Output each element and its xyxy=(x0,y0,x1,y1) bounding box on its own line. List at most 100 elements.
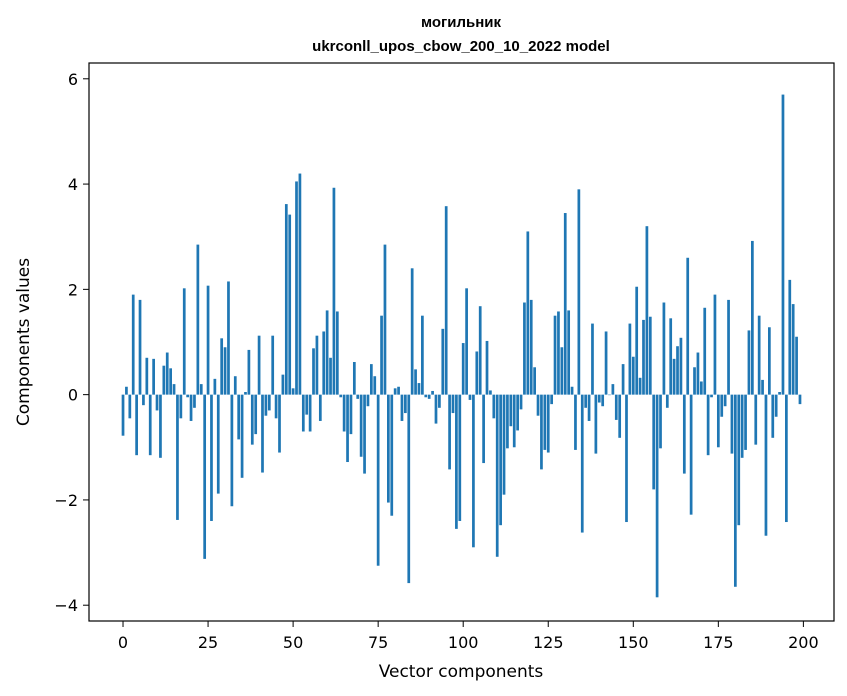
y-tick-label: 2 xyxy=(68,280,78,299)
bar-component-48 xyxy=(284,204,288,395)
bar-component-122 xyxy=(536,394,540,416)
bar-component-60 xyxy=(325,310,329,395)
bar-component-92 xyxy=(434,394,438,424)
bar-component-135 xyxy=(580,394,584,533)
bar-component-16 xyxy=(176,394,179,520)
bar-component-102 xyxy=(468,394,472,400)
bar-component-103 xyxy=(472,394,475,548)
x-tick-label: 75 xyxy=(368,633,388,652)
bar-component-64 xyxy=(339,394,343,398)
bar-component-23 xyxy=(199,384,203,395)
bar-component-169 xyxy=(696,352,700,395)
bar-component-181 xyxy=(737,394,741,526)
bar-component-22 xyxy=(196,244,200,395)
bar-component-165 xyxy=(682,394,686,474)
y-tick-label: 6 xyxy=(68,70,78,89)
bar-component-114 xyxy=(509,394,513,427)
bar-component-54 xyxy=(305,394,309,415)
bar-component-136 xyxy=(584,394,588,408)
bar-component-155 xyxy=(648,316,652,395)
bar-component-188 xyxy=(761,379,764,395)
bar-component-198 xyxy=(795,336,798,395)
bar-component-116 xyxy=(516,394,519,431)
bar-component-130 xyxy=(563,213,567,395)
bar-component-108 xyxy=(489,390,492,395)
bar-component-101 xyxy=(465,288,468,395)
bar-component-37 xyxy=(247,349,251,395)
bar-component-86 xyxy=(414,369,417,395)
bar-component-182 xyxy=(740,394,744,458)
bar-component-30 xyxy=(223,347,227,395)
x-tick-label: 25 xyxy=(198,633,218,652)
bar-component-143 xyxy=(608,394,611,396)
chart-subtitle: ukrconll_upos_cbow_200_10_2022 model xyxy=(312,38,610,55)
x-tick-label: 125 xyxy=(533,633,564,652)
x-axis-label: Vector components xyxy=(379,662,544,682)
bar-component-14 xyxy=(169,368,172,395)
bar-component-195 xyxy=(785,394,788,523)
bar-component-168 xyxy=(693,367,696,395)
bar-component-153 xyxy=(642,319,645,395)
bar-component-89 xyxy=(424,394,428,398)
bar-component-13 xyxy=(165,352,169,395)
bar-component-75 xyxy=(376,394,380,566)
bar-component-87 xyxy=(417,383,421,395)
bar-component-151 xyxy=(635,286,639,395)
x-tick-label: 0 xyxy=(118,633,128,652)
bar-component-190 xyxy=(768,327,771,395)
bar-component-12 xyxy=(162,365,166,395)
bar-component-49 xyxy=(288,214,292,395)
bar-component-81 xyxy=(397,386,400,395)
bar-component-8 xyxy=(148,394,152,456)
bar-component-11 xyxy=(159,394,162,458)
bar-component-178 xyxy=(727,299,730,395)
x-tick-label: 150 xyxy=(618,633,649,652)
bar-component-121 xyxy=(533,367,536,395)
bar-component-161 xyxy=(669,318,673,395)
bar-component-131 xyxy=(567,310,571,395)
bar-component-127 xyxy=(553,315,557,395)
bar-component-28 xyxy=(216,394,220,494)
bar-component-134 xyxy=(577,189,581,395)
bar-component-96 xyxy=(448,394,451,470)
bar-component-113 xyxy=(506,394,509,449)
bar-component-172 xyxy=(706,394,710,456)
bar-component-189 xyxy=(764,394,768,536)
bar-component-36 xyxy=(244,392,247,395)
bar-component-69 xyxy=(356,394,360,399)
bar-component-193 xyxy=(778,392,781,395)
bar-component-148 xyxy=(625,394,628,523)
bar-component-115 xyxy=(512,394,516,448)
bar-component-26 xyxy=(210,394,213,521)
bar-component-41 xyxy=(261,394,264,473)
bar-component-2 xyxy=(128,394,132,419)
bar-component-120 xyxy=(529,299,533,395)
bar-component-31 xyxy=(227,281,230,395)
bar-component-25 xyxy=(206,285,210,395)
bar-component-185 xyxy=(751,240,754,395)
bar-component-53 xyxy=(301,394,305,432)
bar-component-39 xyxy=(254,394,258,435)
bar-component-167 xyxy=(689,394,693,515)
bar-component-21 xyxy=(193,394,196,408)
bar-component-99 xyxy=(458,394,462,521)
y-axis-ticks: −4 −2 0 2 4 6 xyxy=(54,70,89,615)
bar-component-98 xyxy=(455,394,458,529)
bar-component-137 xyxy=(587,394,591,421)
bar-component-4 xyxy=(135,394,138,456)
bar-component-175 xyxy=(716,394,720,448)
bar-component-144 xyxy=(611,384,615,395)
bar-component-33 xyxy=(233,376,237,395)
bar-component-0 xyxy=(121,394,125,436)
bar-component-110 xyxy=(495,394,499,557)
bar-component-27 xyxy=(213,378,217,395)
bar-component-97 xyxy=(451,394,455,414)
bar-component-82 xyxy=(400,394,404,421)
plot-area-frame xyxy=(88,62,835,622)
bar-component-24 xyxy=(203,394,207,559)
bar-component-194 xyxy=(781,94,785,395)
bar-component-84 xyxy=(407,394,411,584)
bar-component-3 xyxy=(131,294,135,395)
bar-component-88 xyxy=(421,315,424,395)
bar-component-43 xyxy=(267,394,271,411)
